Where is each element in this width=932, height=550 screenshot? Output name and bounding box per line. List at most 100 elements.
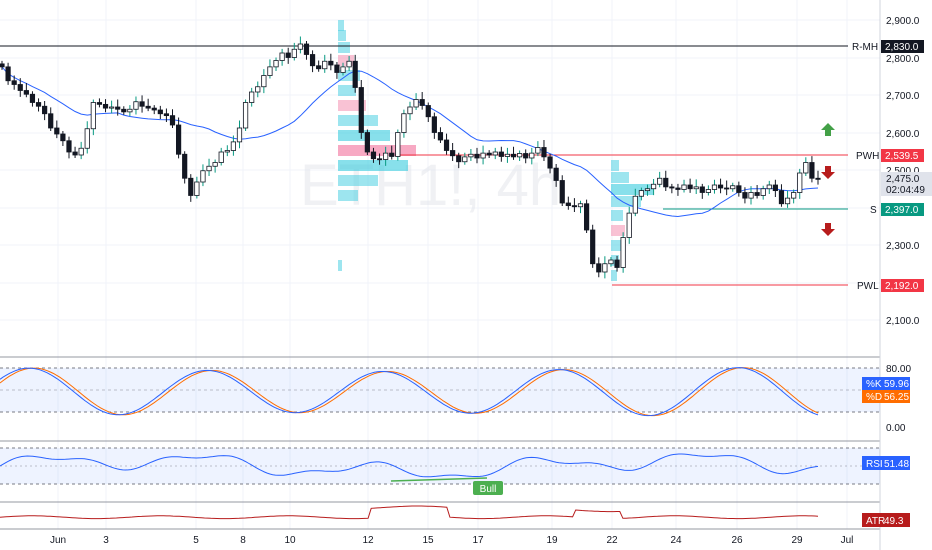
candle-body bbox=[517, 153, 523, 158]
volume-profile-bar bbox=[611, 184, 653, 195]
candle-body bbox=[443, 139, 450, 151]
current-price-tag bbox=[881, 172, 932, 196]
candle-body bbox=[322, 60, 328, 70]
stoch-axis-top: 80.00 bbox=[886, 364, 911, 375]
candle-body bbox=[657, 177, 663, 185]
candle-body bbox=[681, 184, 687, 190]
candle-body bbox=[541, 147, 547, 158]
level-name: PWH bbox=[856, 151, 879, 162]
candle-body bbox=[212, 162, 218, 167]
level-price-tag bbox=[881, 149, 924, 162]
candle-body bbox=[480, 152, 486, 159]
price-tick-label: 2,700.0 bbox=[886, 91, 920, 102]
candle-body bbox=[590, 229, 596, 265]
candle-body bbox=[54, 127, 60, 135]
candle-body bbox=[35, 102, 42, 107]
stoch-k-label: %K bbox=[866, 379, 882, 390]
candle-body bbox=[316, 65, 322, 70]
candle-body bbox=[309, 54, 316, 67]
candle-body bbox=[650, 183, 657, 190]
candle-body bbox=[145, 105, 151, 109]
time-tick-label: 12 bbox=[362, 535, 374, 546]
atr-line bbox=[0, 505, 819, 520]
candle-body bbox=[127, 108, 133, 113]
candle-body bbox=[809, 162, 815, 179]
level-price-value: 2,192.0 bbox=[885, 281, 919, 292]
volume-profile-bar bbox=[611, 225, 625, 236]
candle-body bbox=[492, 151, 498, 156]
volume-profile bbox=[338, 20, 653, 281]
candle-body bbox=[632, 195, 638, 214]
volume-profile-bar bbox=[338, 42, 350, 53]
candle-body bbox=[182, 153, 188, 179]
volume-profile-bar bbox=[338, 260, 342, 271]
time-tick-label: 19 bbox=[546, 535, 558, 546]
rsi-label: RSI bbox=[866, 459, 883, 470]
candle-body bbox=[90, 102, 96, 130]
candle-body bbox=[157, 109, 163, 115]
candle-body bbox=[669, 186, 675, 189]
atr-value: 49.3 bbox=[884, 516, 904, 527]
candle-body bbox=[66, 140, 72, 153]
candle-body bbox=[358, 87, 364, 133]
candle-body bbox=[297, 43, 303, 50]
candle-body bbox=[419, 99, 425, 106]
candle-body bbox=[736, 185, 742, 193]
volume-profile-bar bbox=[338, 100, 366, 111]
candle-body bbox=[0, 63, 5, 68]
candle-body bbox=[565, 202, 571, 207]
candle-body bbox=[437, 132, 444, 141]
candle-body bbox=[602, 263, 608, 273]
candle-body bbox=[121, 108, 127, 113]
candle-body bbox=[334, 64, 340, 73]
volume-profile-bar bbox=[338, 190, 358, 201]
volume-profile-bar bbox=[338, 175, 378, 186]
candle-body bbox=[206, 165, 212, 172]
candle-body bbox=[255, 86, 261, 93]
time-tick-label: 5 bbox=[193, 535, 199, 546]
time-tick-label: 24 bbox=[670, 535, 682, 546]
candle-body bbox=[115, 106, 121, 110]
candle-body bbox=[352, 60, 358, 88]
candle-body bbox=[596, 263, 602, 273]
stoch-k-tag bbox=[862, 377, 910, 390]
volume-profile-bar bbox=[338, 115, 378, 126]
time-tick-label: 10 bbox=[284, 535, 296, 546]
candle-body bbox=[42, 105, 48, 115]
candle-body bbox=[346, 60, 352, 68]
price-candles[interactable] bbox=[0, 36, 821, 279]
candle-body bbox=[474, 153, 480, 159]
candle-body bbox=[626, 212, 632, 238]
current-price: 2,475.0 bbox=[886, 174, 920, 185]
candle-body bbox=[778, 190, 785, 205]
level-price-value: 2,397.0 bbox=[885, 205, 919, 216]
candle-body bbox=[742, 192, 748, 199]
candle-body bbox=[620, 237, 626, 268]
candle-body bbox=[194, 181, 200, 196]
candle-body bbox=[279, 52, 285, 61]
candle-body bbox=[803, 162, 809, 174]
volume-profile-bar bbox=[338, 30, 346, 41]
candle-body bbox=[102, 103, 109, 109]
candle-body bbox=[486, 152, 492, 156]
time-axis[interactable]: Jun 3 5 8 10 12 15 17 19 22 24 26 29 Jul bbox=[50, 535, 853, 546]
candle-body bbox=[571, 205, 578, 208]
level-name: S bbox=[870, 205, 877, 216]
candle-body bbox=[663, 177, 669, 188]
candle-body bbox=[791, 192, 797, 199]
candle-body bbox=[766, 184, 772, 190]
candle-body bbox=[523, 153, 529, 159]
candle-body bbox=[730, 185, 736, 190]
candle-body bbox=[23, 90, 29, 95]
level-price-value: 2,539.5 bbox=[885, 151, 919, 162]
volume-profile-bar bbox=[338, 160, 408, 171]
down-arrow-icon bbox=[821, 166, 835, 179]
candle-body bbox=[267, 66, 273, 76]
candle-body bbox=[431, 116, 437, 133]
candle-body bbox=[188, 177, 194, 196]
candle-body bbox=[705, 189, 711, 193]
candle-body bbox=[784, 197, 791, 205]
candle-body bbox=[772, 184, 778, 192]
candle-body bbox=[547, 156, 553, 169]
